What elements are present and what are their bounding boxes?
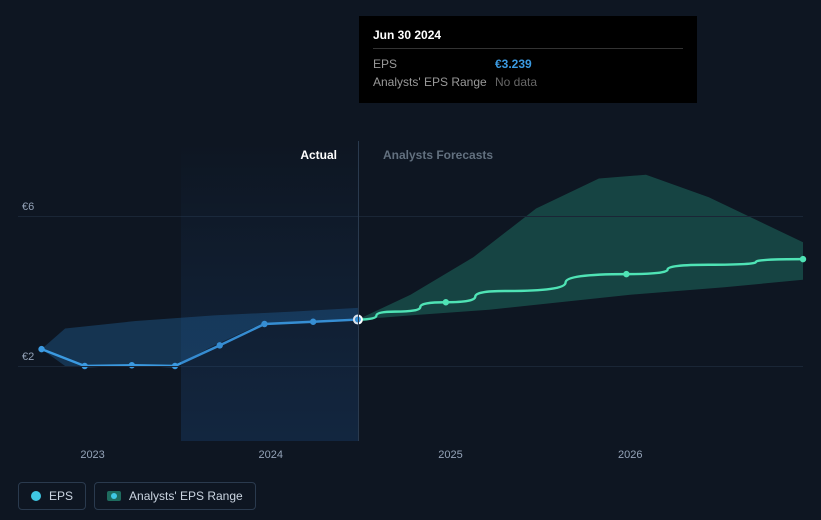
tooltip-value: No data (495, 75, 537, 89)
section-label-actual: Actual (300, 148, 337, 162)
chart-tooltip: Jun 30 2024 EPS €3.239 Analysts' EPS Ran… (359, 16, 697, 103)
legend-item-eps[interactable]: EPS (18, 482, 86, 510)
gridline (18, 366, 803, 367)
legend-swatch-dot (31, 491, 41, 501)
eps-forecast-point (623, 271, 629, 277)
eps-forecast-point (443, 299, 449, 305)
actual-forecast-divider (358, 141, 359, 441)
legend-item-range[interactable]: Analysts' EPS Range (94, 482, 256, 510)
tooltip-row-eps: EPS €3.239 (373, 55, 683, 73)
eps-forecast-point (800, 256, 806, 262)
legend-label: EPS (49, 489, 73, 503)
gridline (18, 216, 803, 217)
tooltip-label: EPS (373, 57, 495, 71)
actual-region (181, 141, 358, 441)
chart-legend: EPS Analysts' EPS Range (18, 482, 256, 510)
x-tick-label: 2026 (618, 449, 642, 461)
x-tick-label: 2024 (259, 449, 283, 461)
tooltip-row-range: Analysts' EPS Range No data (373, 73, 683, 91)
section-label-forecast: Analysts Forecasts (383, 148, 493, 162)
tooltip-date: Jun 30 2024 (373, 28, 683, 49)
y-tick-label: €6 (22, 201, 34, 213)
y-tick-label: €2 (22, 351, 34, 363)
x-tick-label: 2023 (80, 449, 104, 461)
range-area-forecast (358, 175, 803, 320)
tooltip-value: €3.239 (495, 57, 532, 71)
legend-swatch-area (107, 491, 121, 501)
tooltip-label: Analysts' EPS Range (373, 75, 495, 89)
legend-label: Analysts' EPS Range (129, 489, 243, 503)
eps-point (38, 346, 44, 352)
x-tick-label: 2025 (438, 449, 462, 461)
